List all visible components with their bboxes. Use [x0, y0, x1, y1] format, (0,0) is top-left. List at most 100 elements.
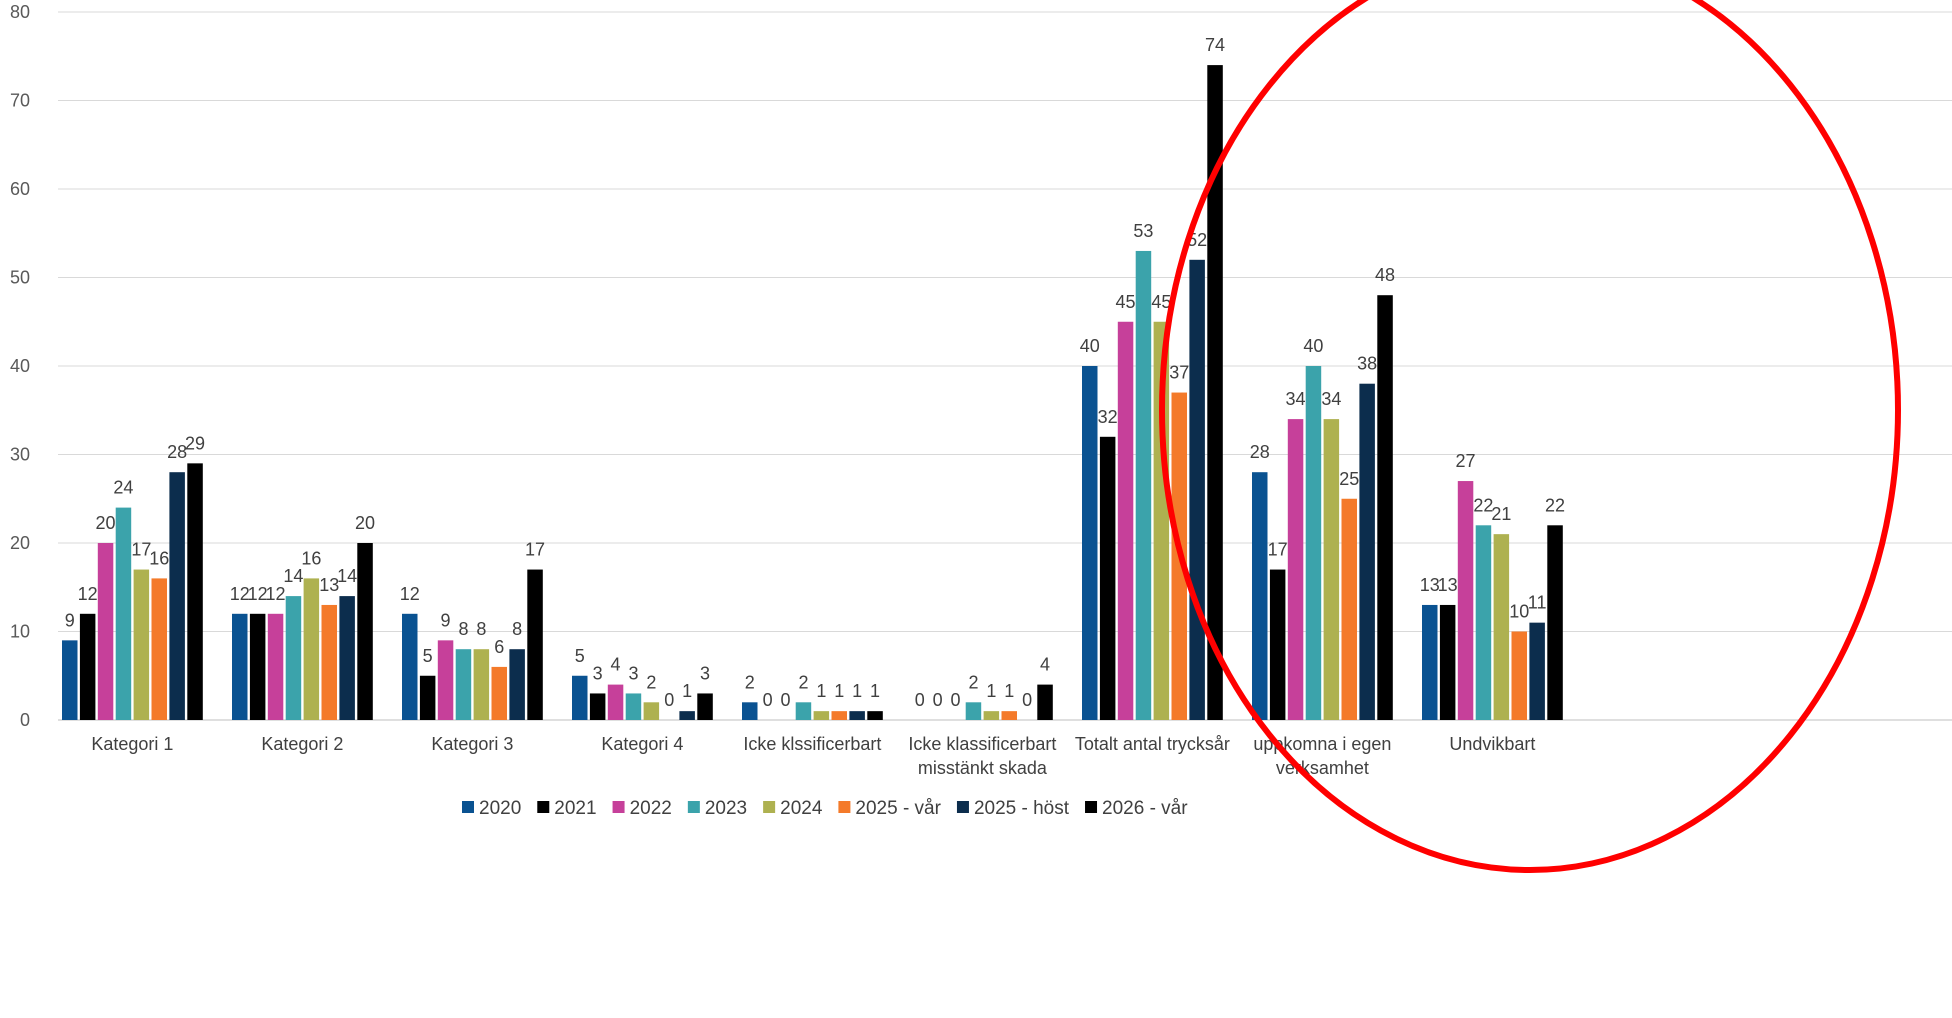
data-label: 5: [423, 646, 433, 666]
y-tick-label: 80: [10, 2, 30, 22]
data-label: 0: [781, 690, 791, 710]
x-category-label: verksamhet: [1276, 758, 1369, 778]
data-label: 17: [1268, 540, 1288, 560]
bar: [267, 613, 284, 720]
bar: [1305, 366, 1322, 720]
bar: [402, 613, 418, 720]
data-label: 1: [1004, 681, 1014, 701]
bar: [867, 711, 883, 720]
data-label: 34: [1321, 389, 1341, 409]
bar: [607, 684, 624, 720]
bar: [1001, 711, 1017, 720]
bar: [1189, 259, 1205, 720]
data-label: 17: [131, 540, 151, 560]
bar: [187, 463, 203, 720]
data-label: 28: [167, 442, 187, 462]
data-label: 0: [1022, 690, 1032, 710]
data-label: 27: [1456, 451, 1476, 471]
data-label: 9: [65, 610, 75, 630]
data-label: 16: [149, 548, 169, 568]
bar: [965, 702, 982, 720]
x-category-label: misstänkt skada: [918, 758, 1048, 778]
bar: [1269, 569, 1286, 720]
data-label: 8: [512, 619, 522, 639]
bar: [572, 675, 588, 720]
legend-swatch: [612, 801, 625, 813]
data-label: 4: [1040, 655, 1050, 675]
data-label: 29: [185, 433, 205, 453]
bar: [491, 666, 507, 720]
gridlines: [58, 11, 1952, 721]
data-label: 45: [1151, 292, 1171, 312]
data-label: 2: [745, 672, 755, 692]
bar: [679, 711, 695, 720]
data-label: 1: [682, 681, 692, 701]
bar: [1341, 498, 1357, 720]
legend-label: 2025 - höst: [974, 798, 1070, 819]
data-label: 1: [852, 681, 862, 701]
bar: [455, 649, 472, 720]
bar: [1117, 321, 1134, 720]
bar: [527, 569, 543, 720]
data-label: 48: [1375, 265, 1395, 285]
data-label: 53: [1133, 221, 1153, 241]
data-label: 11: [1528, 593, 1547, 613]
data-label: 45: [1116, 292, 1136, 312]
data-label: 5: [575, 646, 585, 666]
bar: [151, 578, 167, 720]
data-label: 4: [611, 655, 621, 675]
data-label: 0: [664, 690, 674, 710]
data-label: 13: [1420, 575, 1440, 595]
bar: [303, 578, 320, 720]
bar: [169, 472, 185, 720]
y-tick-label: 60: [10, 179, 30, 199]
data-label: 20: [96, 513, 116, 533]
data-label: 0: [915, 690, 925, 710]
bar: [1439, 604, 1456, 720]
data-label: 12: [248, 584, 268, 604]
bar: [321, 604, 337, 720]
bar: [1153, 321, 1170, 720]
bar: [1457, 481, 1474, 720]
bar: [62, 640, 78, 720]
y-tick-label: 70: [10, 91, 30, 111]
y-tick-label: 30: [10, 445, 30, 465]
data-label: 8: [476, 619, 486, 639]
bar: [357, 543, 373, 720]
data-label: 28: [1250, 442, 1270, 462]
data-label: 17: [525, 540, 545, 560]
data-label: 6: [494, 637, 504, 657]
data-label: 22: [1473, 495, 1493, 515]
legend-label: 2023: [705, 798, 747, 819]
bar: [697, 693, 713, 720]
x-category-label: Kategori 1: [91, 734, 173, 754]
data-label: 16: [301, 548, 321, 568]
data-label: 3: [593, 663, 603, 683]
data-label: 9: [441, 610, 451, 630]
x-category-label: Undvikbart: [1449, 734, 1535, 754]
data-label: 37: [1169, 363, 1189, 383]
y-tick-label: 40: [10, 356, 30, 376]
bar: [1287, 419, 1304, 720]
bar: [1422, 604, 1438, 720]
bar: [849, 711, 865, 720]
data-label: 38: [1357, 354, 1377, 374]
x-category-label: Kategori 2: [261, 734, 343, 754]
bar: [1082, 366, 1098, 720]
legend-label: 2025 - vår: [855, 798, 941, 819]
bar: [339, 596, 355, 720]
bar: [419, 675, 436, 720]
legend-swatch: [1085, 801, 1098, 813]
bar-series: [62, 65, 1563, 721]
data-label: 13: [319, 575, 339, 595]
bar: [795, 702, 812, 720]
data-label: 0: [933, 690, 943, 710]
legend-label: 2020: [479, 798, 521, 819]
red-circle-annotation: [1159, 0, 1901, 873]
bar: [1207, 65, 1223, 721]
x-category-label: uppkomna i egen: [1253, 734, 1391, 754]
bar: [285, 596, 302, 720]
bar: [643, 702, 660, 720]
bar: [437, 640, 454, 720]
bar: [831, 711, 847, 720]
